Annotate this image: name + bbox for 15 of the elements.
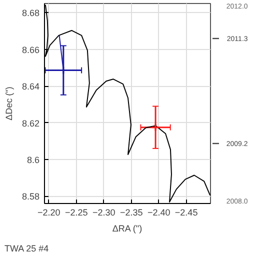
y-tick-label: 8.6 bbox=[26, 154, 40, 165]
y-tick-label: 8.68 bbox=[22, 8, 40, 18]
x-tick-label: −2.45 bbox=[174, 208, 198, 218]
y-tick-label: 8.64 bbox=[22, 82, 40, 92]
y-tick-label: 8.62 bbox=[22, 118, 40, 128]
x-tick-label: −2.20 bbox=[38, 208, 60, 218]
x-tick-label: −2.30 bbox=[92, 208, 116, 218]
x-tick-label: −2.40 bbox=[147, 208, 170, 218]
y-axis-title: ΔDec (") bbox=[4, 86, 14, 120]
x-tick-label: −2.25 bbox=[64, 208, 88, 218]
text: TWA 25 #4 bbox=[4, 244, 49, 254]
x-axis-title: ΔRA (") bbox=[112, 224, 142, 234]
y-tick-label: 8.66 bbox=[22, 44, 40, 55]
y-tick-label: 8.58 bbox=[22, 192, 40, 202]
x-tick-label: −2.35 bbox=[120, 208, 143, 218]
